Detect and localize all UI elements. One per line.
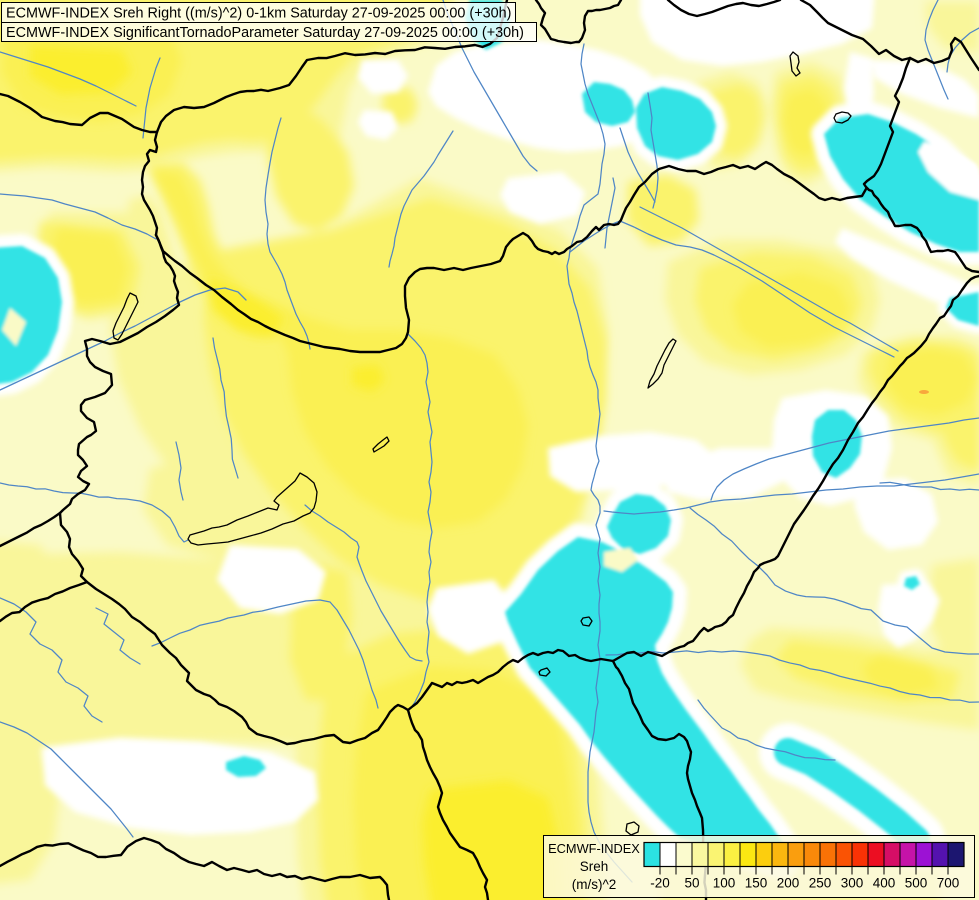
- svg-text:700: 700: [937, 876, 960, 891]
- svg-text:(m/s)^2: (m/s)^2: [572, 877, 617, 892]
- svg-text:150: 150: [745, 876, 768, 891]
- svg-text:200: 200: [777, 876, 800, 891]
- svg-text:ECMWF-INDEX Sreh Right ((m/s)^: ECMWF-INDEX Sreh Right ((m/s)^2) 0-1km S…: [6, 6, 511, 22]
- svg-text:500: 500: [905, 876, 928, 891]
- svg-text:300: 300: [841, 876, 864, 891]
- svg-text:250: 250: [809, 876, 832, 891]
- svg-text:ECMWF-INDEX: ECMWF-INDEX: [548, 841, 640, 856]
- svg-text:Sreh: Sreh: [580, 859, 609, 874]
- svg-text:-20: -20: [650, 876, 670, 891]
- svg-text:100: 100: [713, 876, 736, 891]
- svg-text:50: 50: [684, 876, 699, 891]
- svg-text:ECMWF-INDEX SignificantTornado: ECMWF-INDEX SignificantTornadoParameter …: [6, 25, 524, 41]
- svg-text:400: 400: [873, 876, 896, 891]
